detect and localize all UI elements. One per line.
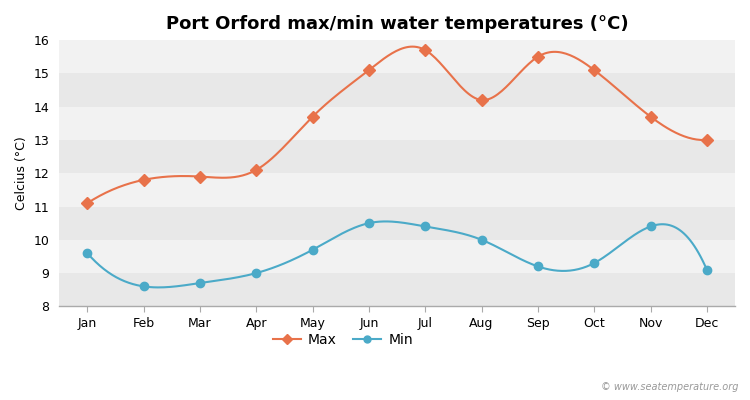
Legend: Max, Min: Max, Min	[268, 328, 419, 353]
Bar	[59, 140, 735, 173]
Y-axis label: Celcius (°C): Celcius (°C)	[15, 136, 28, 210]
Text: © www.seatemperature.org: © www.seatemperature.org	[602, 382, 739, 392]
Bar	[59, 206, 735, 240]
Bar	[59, 173, 735, 206]
Bar	[59, 273, 735, 306]
Bar	[59, 240, 735, 273]
Bar	[59, 73, 735, 107]
Bar	[59, 40, 735, 73]
Title: Port Orford max/min water temperatures (°C): Port Orford max/min water temperatures (…	[166, 15, 628, 33]
Bar	[59, 107, 735, 140]
